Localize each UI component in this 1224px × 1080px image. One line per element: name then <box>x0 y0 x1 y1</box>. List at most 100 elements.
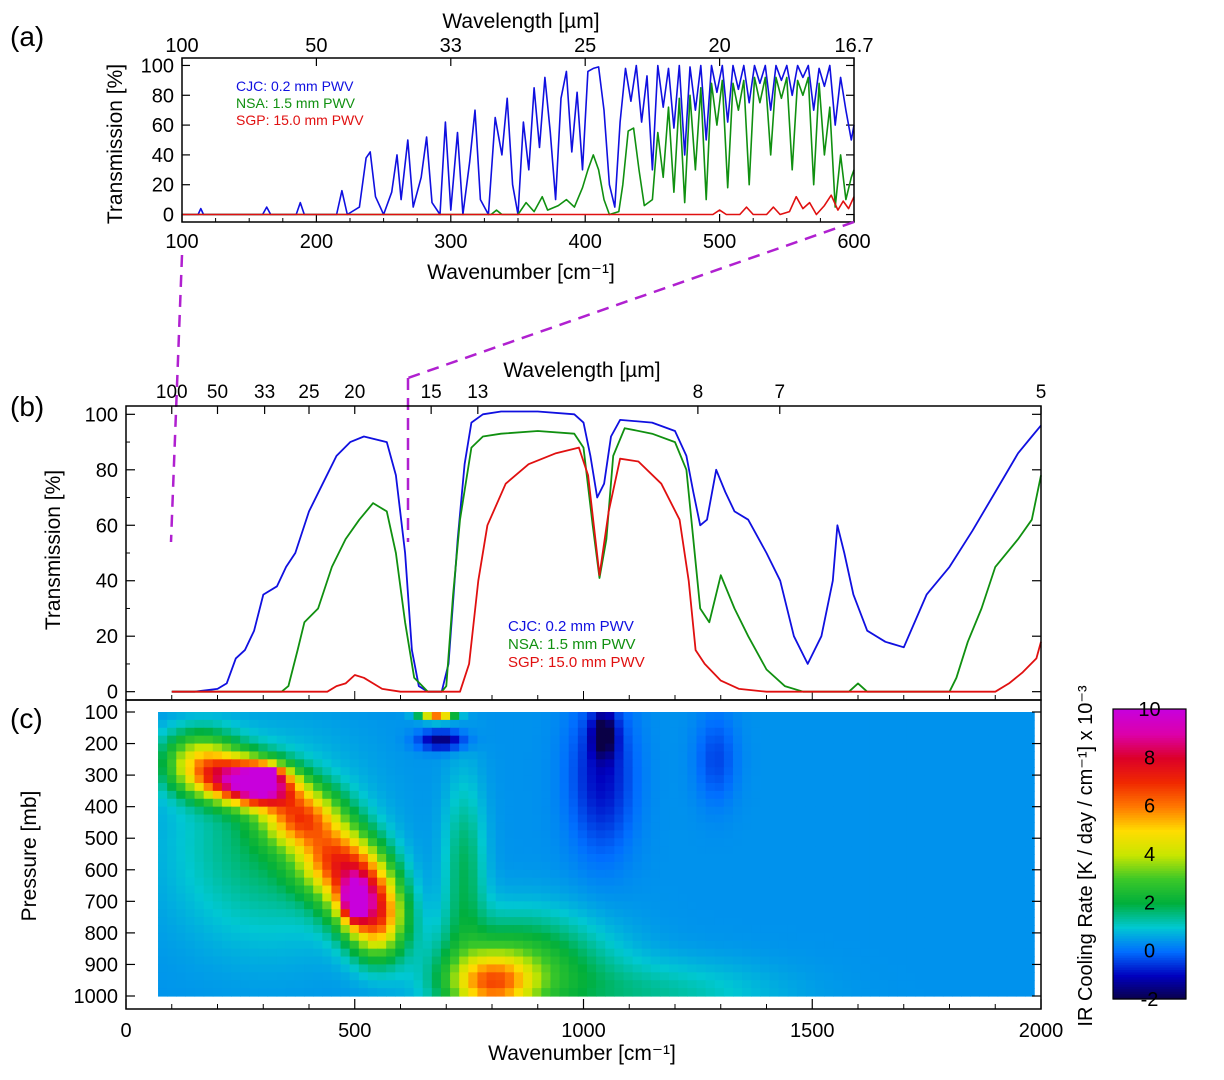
heatmap-cell <box>805 798 816 808</box>
heatmap-cell <box>386 917 396 926</box>
heatmap-cell <box>358 972 369 981</box>
heatmap-cell <box>322 854 333 863</box>
heatmap-cell <box>842 854 853 863</box>
heatmap-cell <box>751 719 761 729</box>
heatmap-cell <box>431 846 442 855</box>
heatmap-cell <box>450 988 460 997</box>
heatmap-cell <box>550 861 561 871</box>
heatmap-cell <box>541 751 552 760</box>
heatmap-cell <box>824 712 834 721</box>
heatmap-cell <box>559 712 570 721</box>
heatmap-cell <box>486 759 497 768</box>
heatmap-cell <box>988 917 999 926</box>
heatmap-cell <box>833 814 844 824</box>
heatmap-cell <box>751 940 761 950</box>
heatmap-cell <box>632 846 643 855</box>
heatmap-cell <box>650 948 661 958</box>
heatmap-cell <box>805 885 816 895</box>
heatmap-cell <box>377 861 387 871</box>
heatmap-cell <box>860 988 871 997</box>
heatmap-cell <box>176 893 187 902</box>
heatmap-cell <box>249 964 260 973</box>
colorbar-title: IR Cooling Rate [K / day / cm⁻¹] x 10⁻³ <box>1075 685 1097 1027</box>
heatmap-cell <box>961 798 971 808</box>
heatmap-cell <box>176 712 187 721</box>
heatmap-cell <box>860 909 871 918</box>
heatmap-cell <box>988 790 999 800</box>
panel-b-y-tick-label: 40 <box>96 571 118 593</box>
heatmap-cell <box>377 735 387 745</box>
heatmap-cell <box>285 854 296 863</box>
heatmap-cell <box>203 948 214 958</box>
heatmap-cell <box>970 846 980 855</box>
colorbar-step <box>1113 815 1186 819</box>
heatmap-cell <box>796 719 807 729</box>
heatmap-cell <box>440 838 451 847</box>
heatmap-cell <box>897 948 907 958</box>
heatmap-cell <box>167 980 177 989</box>
heatmap-cell <box>550 838 561 847</box>
heatmap-cell <box>678 806 688 816</box>
heatmap-cell <box>805 869 816 879</box>
heatmap-cell <box>322 869 333 879</box>
heatmap-cell <box>486 727 497 737</box>
heatmap-cell <box>450 925 460 934</box>
heatmap-cell <box>541 838 552 847</box>
heatmap-cell <box>404 932 415 942</box>
heatmap-cell <box>550 783 561 792</box>
heatmap-cell <box>386 869 396 879</box>
heatmap-cell <box>888 751 898 760</box>
heatmap-cell <box>386 822 396 831</box>
heatmap-cell <box>760 719 771 729</box>
heatmap-cell <box>979 712 990 721</box>
heatmap-cell <box>395 743 406 753</box>
heatmap-cell <box>504 948 515 958</box>
heatmap-cell <box>304 846 314 855</box>
heatmap-cell <box>723 751 734 760</box>
heatmap-cell <box>961 893 971 902</box>
heatmap-cell <box>732 861 743 871</box>
heatmap-cell <box>504 893 515 902</box>
heatmap-cell <box>440 798 451 808</box>
heatmap-cell <box>504 806 515 816</box>
panel-b-y-tick-label: 20 <box>96 626 118 648</box>
heatmap-cell <box>824 822 834 831</box>
heatmap-cell <box>586 783 597 792</box>
heatmap-cell <box>1015 743 1026 753</box>
heatmap-cell <box>924 980 935 989</box>
heatmap-cell <box>714 972 725 981</box>
heatmap-cell <box>486 798 497 808</box>
heatmap-cell <box>459 712 469 721</box>
heatmap-cell <box>523 838 533 847</box>
heatmap-cell <box>623 719 634 729</box>
heatmap-cell <box>386 806 396 816</box>
heatmap-cell <box>860 751 871 760</box>
heatmap-cell <box>450 822 460 831</box>
heatmap-cell <box>267 798 278 808</box>
heatmap-cell <box>550 940 561 950</box>
heatmap-cell <box>888 775 898 784</box>
heatmap-cell <box>988 980 999 989</box>
heatmap-cell <box>824 964 834 973</box>
heatmap-cell <box>851 806 862 816</box>
heatmap-cell <box>468 980 479 989</box>
heatmap-cell <box>422 838 433 847</box>
heatmap-cell <box>833 712 844 721</box>
heatmap-cell <box>805 822 816 831</box>
heatmap-cell <box>294 783 305 792</box>
heatmap-cell <box>860 783 871 792</box>
heatmap-cell <box>1006 719 1017 729</box>
heatmap-cell <box>313 893 323 902</box>
heatmap-cell <box>869 925 880 934</box>
heatmap-cell <box>331 948 342 958</box>
colorbar-step <box>1113 771 1186 775</box>
heatmap-cell <box>942 735 953 745</box>
heatmap-cell <box>340 869 351 879</box>
heatmap-cell <box>915 940 926 950</box>
heatmap-cell <box>331 712 342 721</box>
heatmap-cell <box>377 925 387 934</box>
heatmap-cell <box>440 956 451 966</box>
heatmap-cell <box>979 838 990 847</box>
heatmap-cell <box>322 901 333 910</box>
heatmap-cell <box>614 964 625 973</box>
